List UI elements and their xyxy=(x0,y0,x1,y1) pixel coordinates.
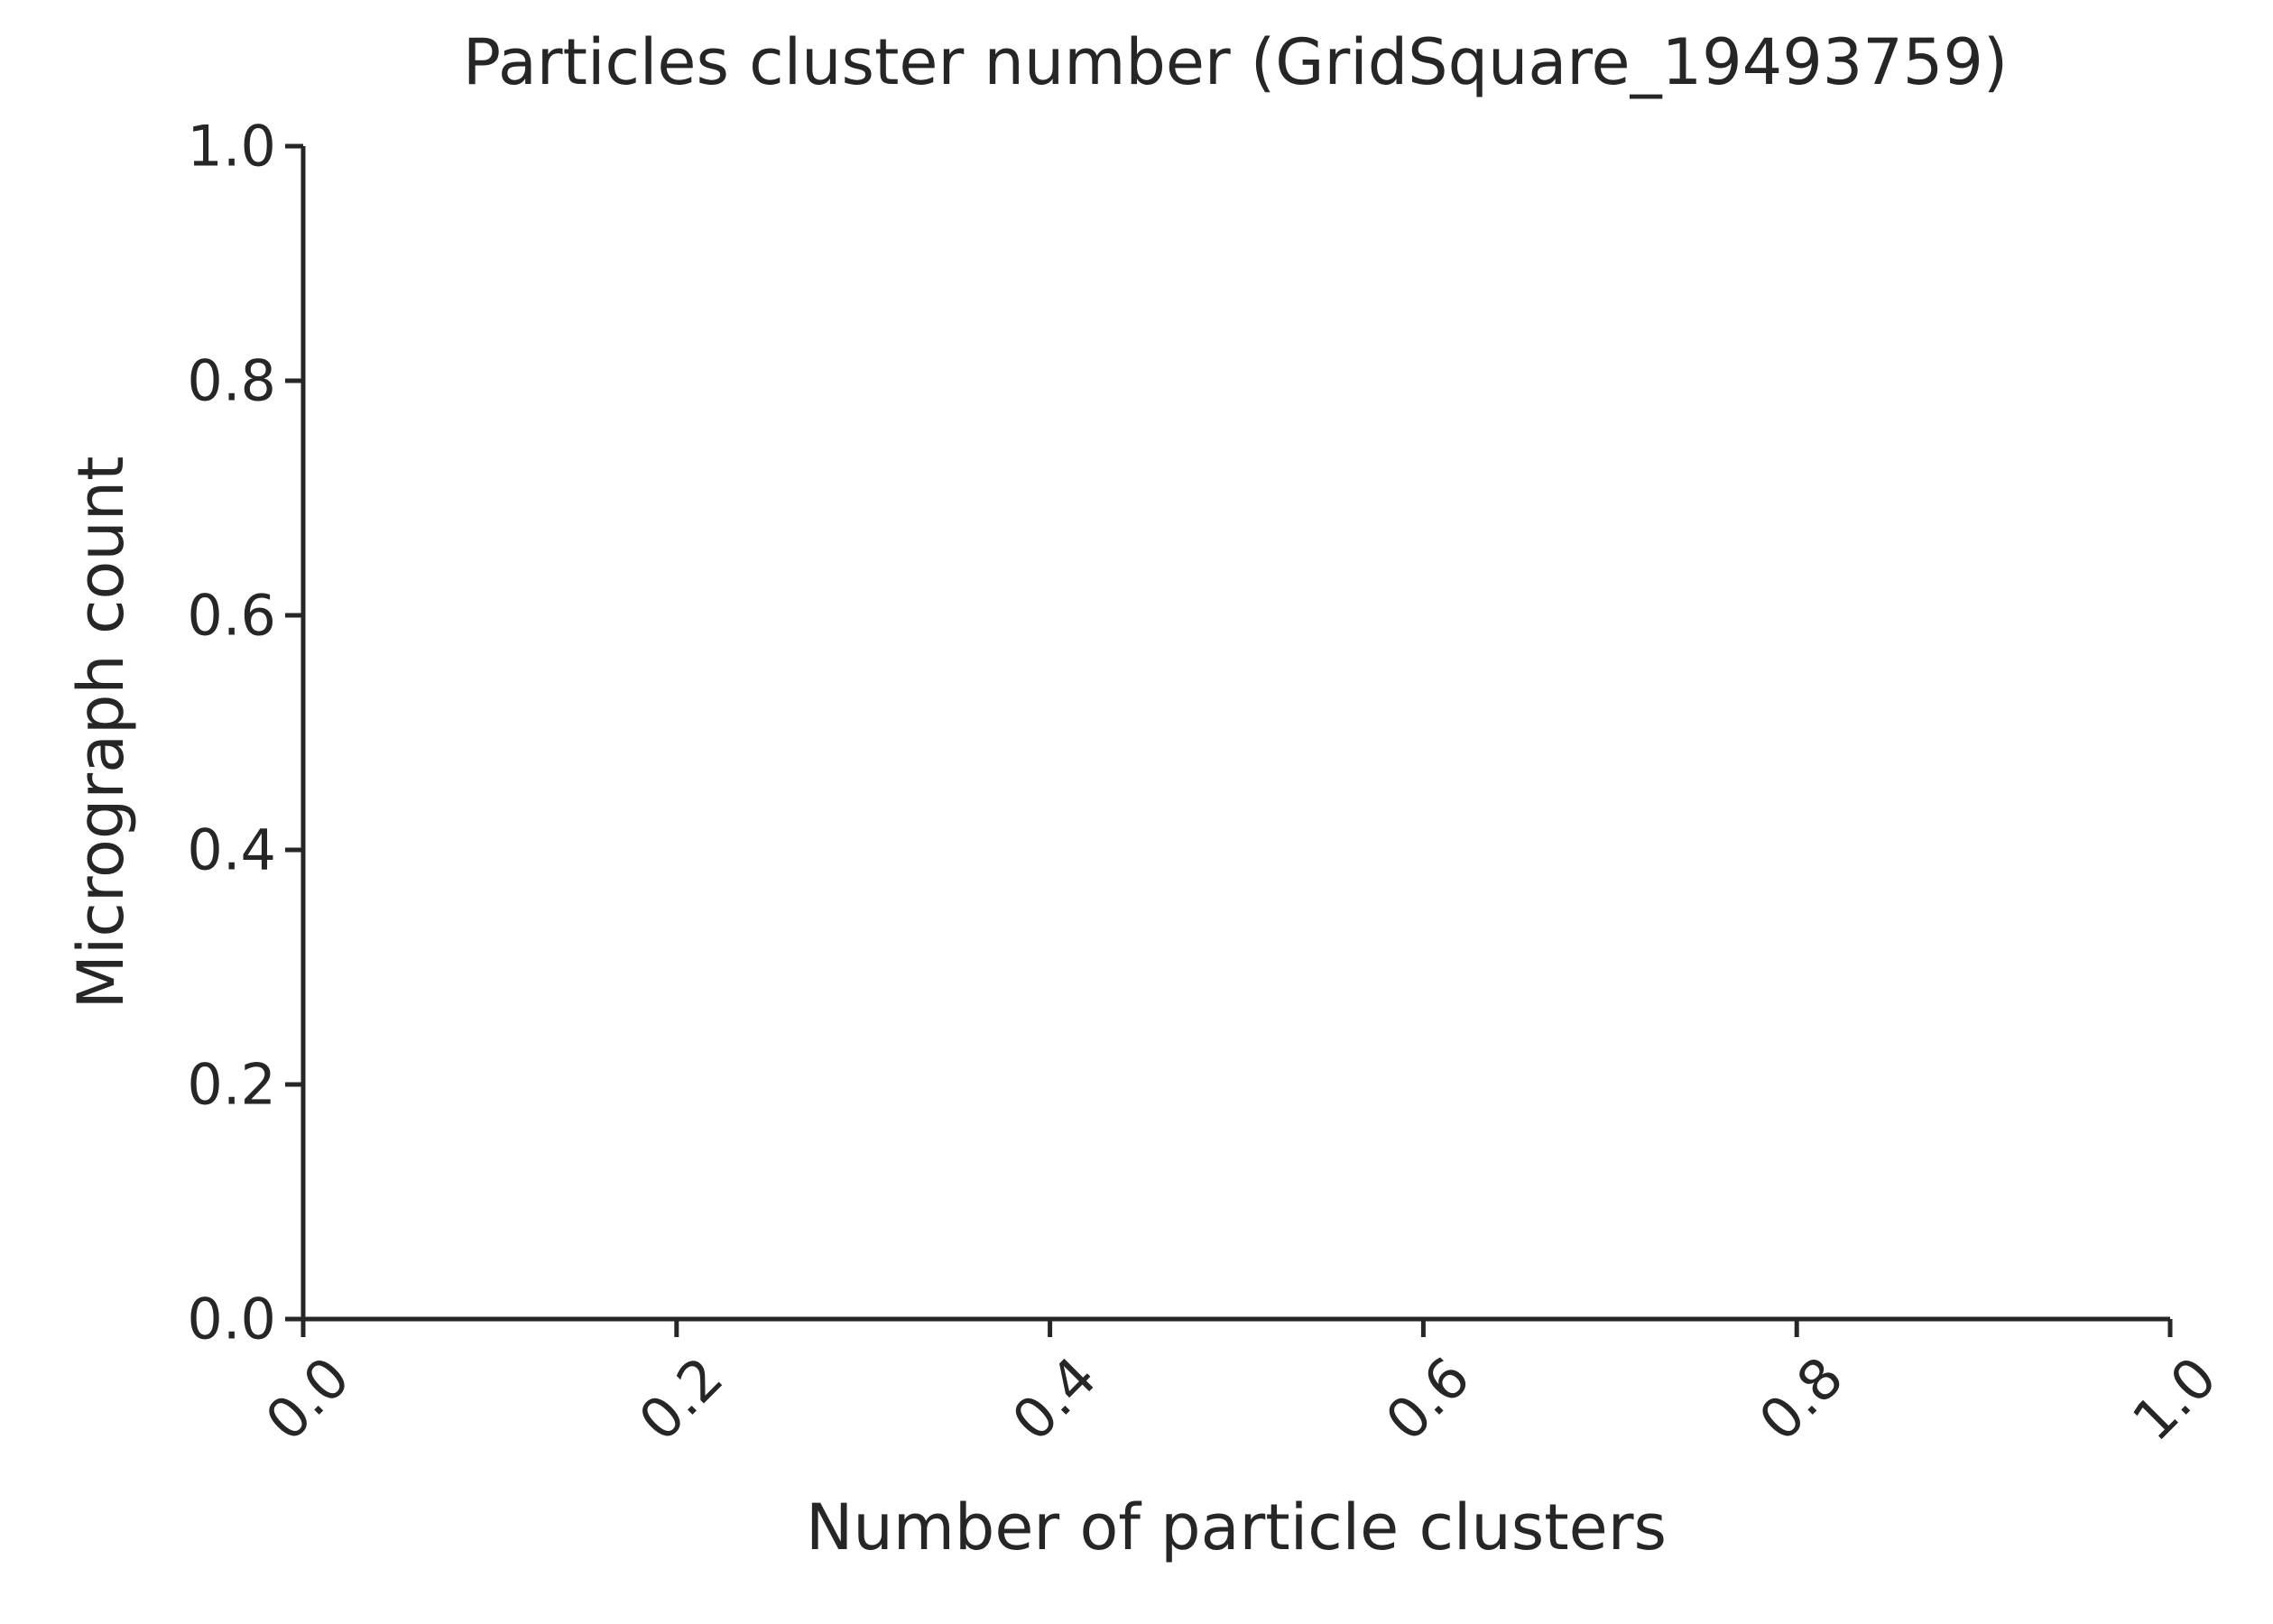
y-axis-ticks: 0.0 0.2 0.4 0.6 0.8 1.0 xyxy=(187,114,303,1352)
y-tick-label: 0.2 xyxy=(187,1052,276,1118)
y-tick-label: 1.0 xyxy=(187,114,276,180)
y-tick-label: 0.8 xyxy=(187,348,276,414)
x-axis-label: Number of particle clusters xyxy=(806,1490,1667,1564)
y-axis-label: Micrograph count xyxy=(64,456,138,1009)
y-tick-label: 0.0 xyxy=(187,1287,276,1352)
y-tick-label: 0.4 xyxy=(187,817,276,883)
y-tick-label: 0.6 xyxy=(187,583,276,649)
chart-title: Particles cluster number (GridSquare_194… xyxy=(463,25,2008,99)
